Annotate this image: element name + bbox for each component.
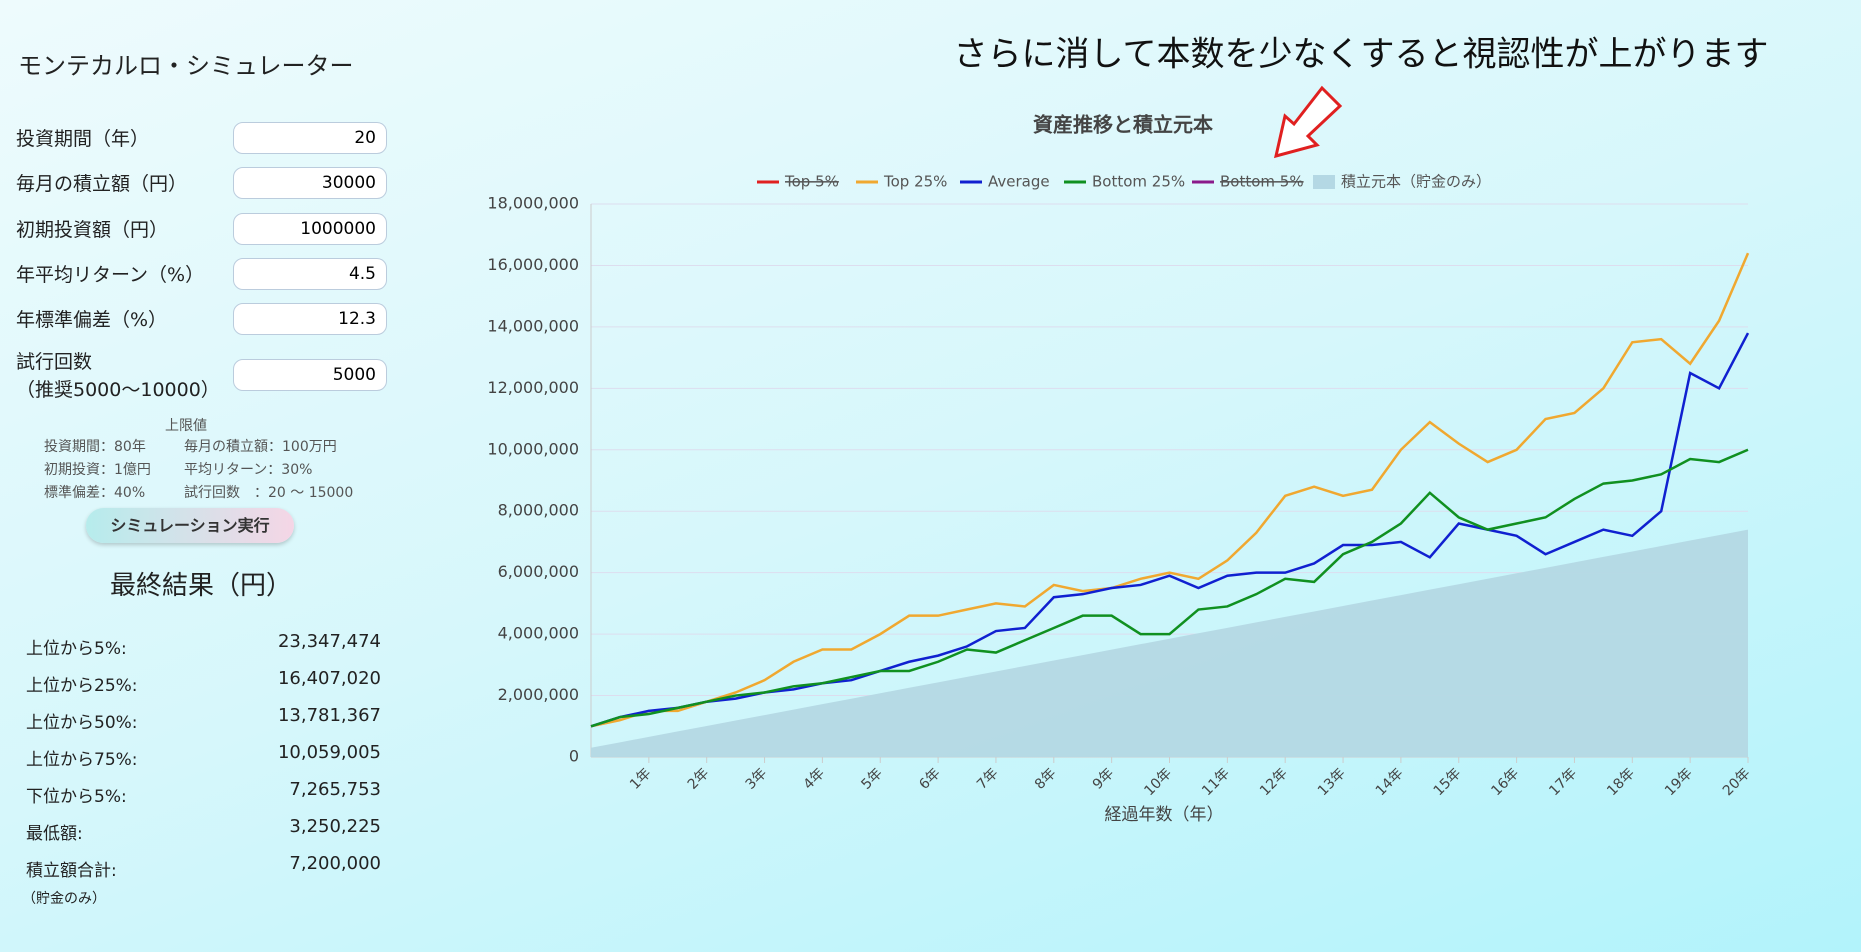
y-tick-label: 14,000,000 <box>487 316 579 335</box>
result-label: 積立額合計: <box>26 861 117 881</box>
field-label: 試行回数 （推奨5000〜10000） <box>16 351 220 401</box>
result-label: 上位から25%: <box>26 676 138 696</box>
results-note: （貯金のみ） <box>22 891 106 907</box>
x-tick-label: 12年 <box>1257 765 1291 799</box>
y-tick-label: 2,000,000 <box>498 685 579 704</box>
legend-label: Average <box>988 173 1050 191</box>
field-label: 投資期間（年） <box>16 128 150 150</box>
y-tick-label: 12,000,000 <box>487 378 579 397</box>
x-tick-label: 19年 <box>1662 765 1696 799</box>
line <box>590 332 1750 728</box>
field-input[interactable]: 1000000 <box>233 213 387 245</box>
x-tick-label: 16年 <box>1488 765 1522 799</box>
result-value: 7,265,753 <box>289 779 381 800</box>
limit: 平均リターン：30% <box>184 462 313 478</box>
chart-title: 資産推移と積立元本 <box>1033 113 1213 137</box>
field-label: 初期投資額（円） <box>16 219 169 241</box>
legend-swatch <box>1313 175 1335 189</box>
y-tick-label: 6,000,000 <box>498 562 579 581</box>
x-tick-label: 10年 <box>1141 765 1175 799</box>
result-value: 7,200,000 <box>289 853 381 874</box>
y-tick-label: 4,000,000 <box>498 624 579 643</box>
x-tick-label: 8年 <box>1032 765 1060 793</box>
result-value: 16,407,020 <box>277 668 381 689</box>
run-button[interactable]: シミュレーション実行 <box>86 508 294 543</box>
result-value: 10,059,005 <box>277 742 381 763</box>
field-label: 毎月の積立額（円） <box>16 173 188 195</box>
x-tick-label: 11年 <box>1199 765 1233 799</box>
legend-label: Top 25% <box>883 173 947 191</box>
x-tick-label: 18年 <box>1604 765 1638 799</box>
field-label: 年平均リターン（%） <box>16 264 205 286</box>
y-tick-label: 18,000,000 <box>487 194 579 213</box>
limit: 標準偏差：40% <box>44 485 146 501</box>
result-label: 最低額: <box>26 824 83 844</box>
x-tick-label: 20年 <box>1720 765 1754 799</box>
y-tick-label: 0 <box>569 747 579 766</box>
x-tick-label: 15年 <box>1431 765 1465 799</box>
area <box>591 529 1748 757</box>
limits: 投資期間：80年 毎月の積立額：100万円初期投資：1億円 平均リターン：30% 標準… <box>44 436 374 502</box>
x-tick-label: 7年 <box>974 765 1002 793</box>
field-input[interactable]: 12.3 <box>233 303 387 335</box>
result-label: 上位から50%: <box>26 713 138 733</box>
arrow <box>1273 85 1343 159</box>
x-axis-label: 経過年数（年） <box>1105 805 1224 825</box>
x-tick-label: 14年 <box>1373 765 1407 799</box>
result-label: 上位から75%: <box>26 750 138 770</box>
x-tick-label: 4年 <box>801 765 829 793</box>
result-value: 23,347,474 <box>277 631 381 652</box>
result-value: 13,781,367 <box>277 705 381 726</box>
app-title: モンテカルロ・シミュレーター <box>18 52 354 80</box>
result-label: 下位から5%: <box>26 787 127 807</box>
legend-label: Bottom 25% <box>1092 173 1185 191</box>
x-tick-label: 13年 <box>1315 765 1349 799</box>
limits-title: 上限値 <box>165 418 207 434</box>
legend-label: Bottom 5% <box>1220 173 1304 191</box>
result-value: 3,250,225 <box>289 816 381 837</box>
x-tick-label: 6年 <box>916 765 944 793</box>
x-tick-label: 9年 <box>1090 765 1118 793</box>
field-input[interactable]: 5000 <box>233 359 387 391</box>
field-label: 年標準偏差（%） <box>16 309 168 331</box>
limit: 投資期間：80年 <box>44 439 146 455</box>
legend-label: Top 5% <box>784 173 839 191</box>
x-tick-label: 17年 <box>1546 765 1580 799</box>
legend-label: 積立元本（貯金のみ） <box>1341 173 1491 191</box>
limit: 初期投資：1億円 <box>44 462 151 478</box>
y-tick-label: 10,000,000 <box>487 439 579 458</box>
annotation: さらに消して本数を少なくすると視認性が上がります <box>954 35 1769 75</box>
field-input[interactable]: 4.5 <box>233 258 387 290</box>
limit: 試行回数 ：20 〜 15000 <box>184 485 354 501</box>
x-tick-label: 5年 <box>858 765 886 793</box>
x-tick-label: 1年 <box>627 765 655 793</box>
y-tick-label: 16,000,000 <box>487 255 579 274</box>
line <box>590 448 1749 728</box>
result-label: 上位から5%: <box>26 639 127 659</box>
field-input[interactable]: 20 <box>233 122 387 154</box>
x-tick-label: 3年 <box>743 765 771 793</box>
limit: 毎月の積立額：100万円 <box>184 439 337 455</box>
x-tick-label: 2年 <box>685 765 713 793</box>
results-title: 最終結果（円） <box>110 571 293 601</box>
field-input[interactable]: 30000 <box>233 167 387 199</box>
y-tick-label: 8,000,000 <box>498 501 579 520</box>
line <box>590 252 1750 728</box>
